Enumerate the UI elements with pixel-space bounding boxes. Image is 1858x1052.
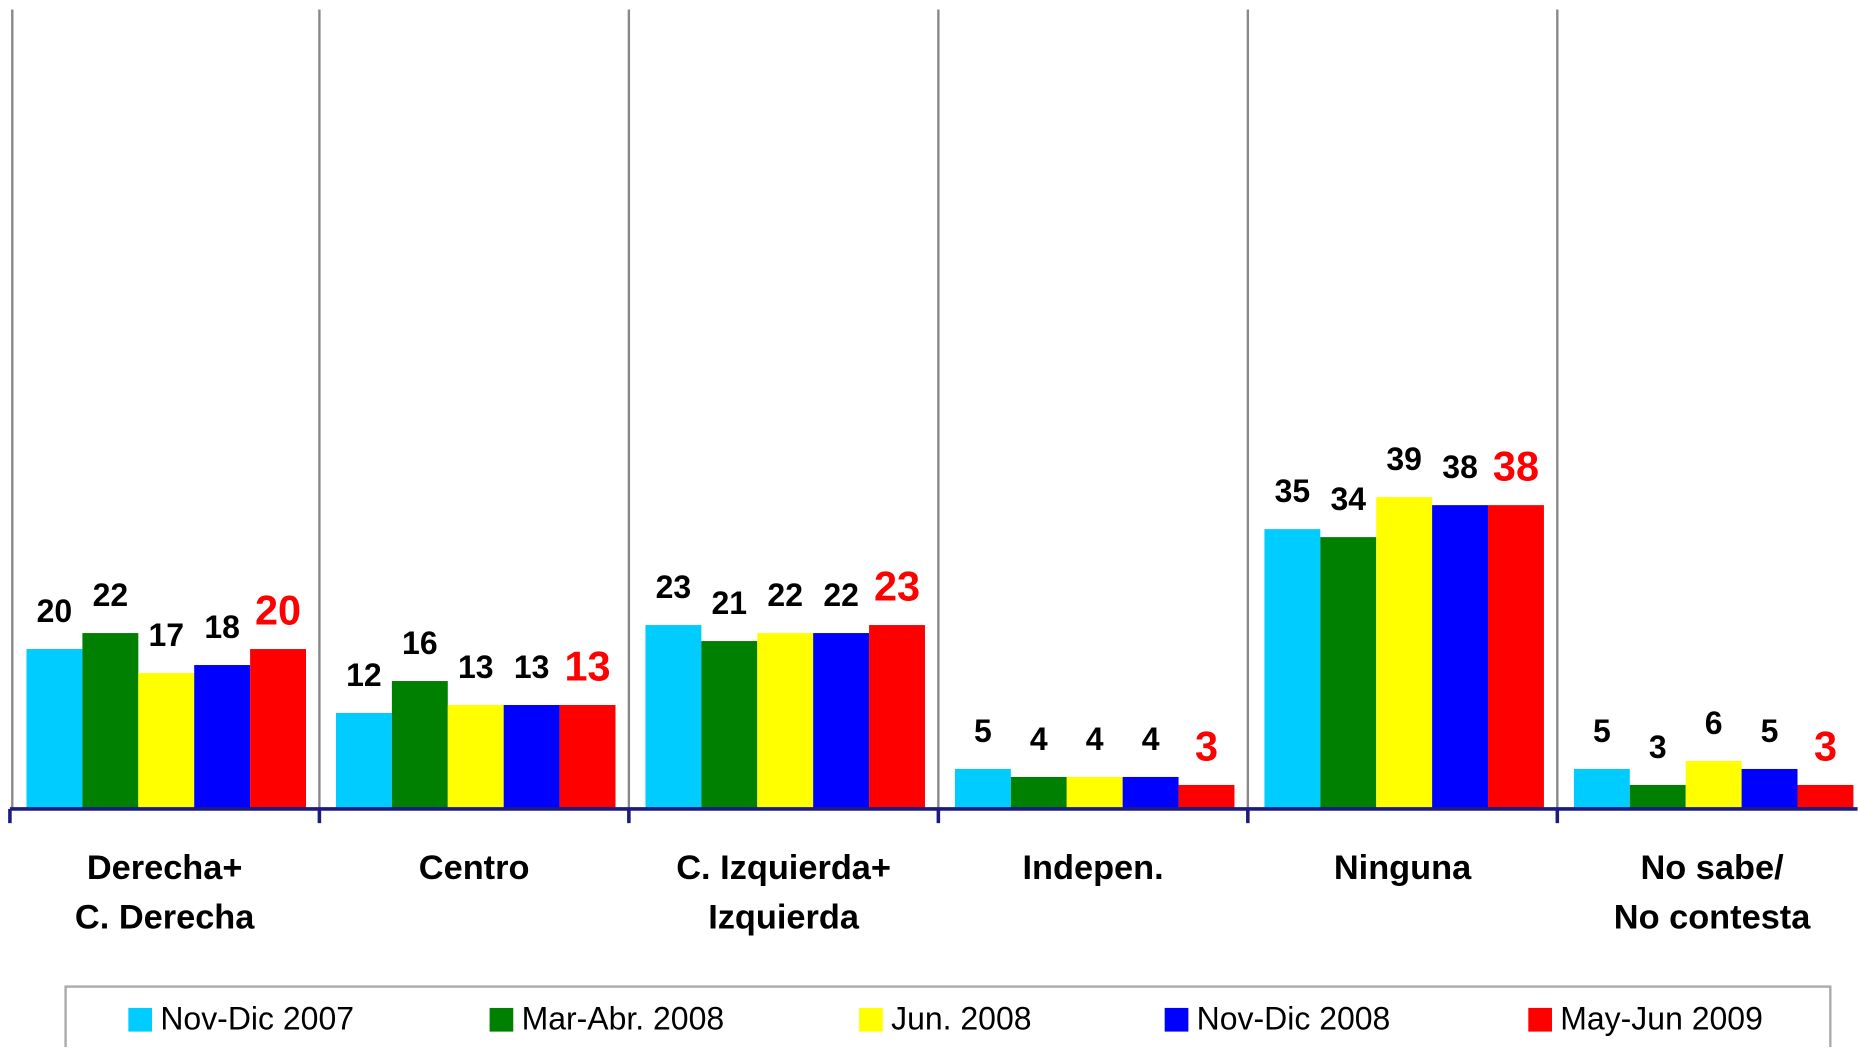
- bar: [1432, 505, 1489, 809]
- value-label: 12: [346, 657, 382, 693]
- value-label: 5: [1761, 713, 1779, 749]
- value-label: 4: [1086, 721, 1104, 757]
- bar: [1741, 768, 1798, 809]
- bar: [1629, 784, 1686, 809]
- bar: [503, 705, 560, 809]
- bar: [82, 633, 139, 809]
- x-tick-label: Derecha+ C. Derecha: [74, 849, 255, 937]
- x-tick-label-box: C. Izquierda+ Izquierda: [676, 849, 891, 937]
- value-label: 5: [1593, 713, 1611, 749]
- x-tick-label: C. Izquierda+ Izquierda: [676, 849, 891, 937]
- legend-label: May-Jun 2009: [1560, 1000, 1763, 1036]
- value-label: 38: [1493, 443, 1539, 490]
- bar: [701, 641, 758, 809]
- value-label: 22: [93, 577, 129, 613]
- bar: [869, 625, 925, 809]
- value-label: 13: [458, 649, 494, 685]
- bar: [1320, 537, 1377, 809]
- value-label: 20: [255, 586, 301, 633]
- value-label: 39: [1386, 441, 1422, 477]
- x-tick-label-box: Ninguna: [1333, 849, 1472, 888]
- value-label: 6: [1705, 705, 1723, 741]
- bar: [1573, 768, 1630, 809]
- value-label: 34: [1330, 481, 1366, 517]
- bar: [1010, 776, 1067, 809]
- bar: [813, 633, 870, 809]
- value-label: 21: [712, 585, 748, 621]
- bar: [447, 705, 504, 809]
- bar: [1122, 776, 1179, 809]
- value-label: 22: [823, 577, 859, 613]
- bar: [1797, 784, 1854, 809]
- value-label: 22: [767, 577, 803, 613]
- value-label: 13: [564, 642, 610, 689]
- value-label: 13: [514, 649, 550, 685]
- legend-swatch: [1164, 1007, 1189, 1032]
- x-tick-label-box: Centro: [418, 849, 530, 888]
- bar: [1488, 505, 1544, 809]
- legend-swatch: [489, 1007, 514, 1032]
- bar: [1066, 776, 1123, 809]
- bar: [757, 633, 814, 809]
- bar: [1685, 760, 1742, 809]
- value-label: 5: [974, 713, 992, 749]
- bar: [250, 649, 307, 809]
- bar: [645, 625, 702, 809]
- x-tick-label: Ninguna: [1333, 849, 1472, 888]
- bar: [138, 673, 195, 809]
- value-label: 38: [1442, 449, 1478, 485]
- x-tick-label: No sabe/ No contesta: [1613, 849, 1811, 937]
- bar: [954, 768, 1011, 809]
- value-label: 3: [1649, 729, 1667, 765]
- value-label: 18: [204, 609, 240, 645]
- value-label: 4: [1030, 721, 1048, 757]
- value-label: 17: [148, 617, 184, 653]
- legend-swatch: [1528, 1007, 1552, 1032]
- bar: [1264, 529, 1321, 809]
- legend-label: Nov-Dic 2007: [160, 1000, 354, 1036]
- bar: [1178, 784, 1235, 809]
- legend-label: Nov-Dic 2008: [1197, 1000, 1391, 1036]
- x-tick-label-box: Indepen.: [1022, 849, 1164, 888]
- value-label: 16: [402, 625, 438, 661]
- bar: [391, 681, 448, 809]
- bar: [26, 649, 83, 809]
- value-label: 35: [1275, 473, 1311, 509]
- bar: [559, 705, 616, 809]
- legend-swatch: [859, 1007, 883, 1032]
- x-tick-label-box: No sabe/ No contesta: [1613, 849, 1811, 937]
- value-label: 23: [874, 562, 920, 609]
- value-label: 20: [37, 593, 73, 629]
- value-label: 3: [1814, 722, 1837, 769]
- legend-label: Mar-Abr. 2008: [522, 1000, 725, 1036]
- legend-swatch: [128, 1007, 153, 1032]
- value-label: 23: [656, 569, 692, 605]
- legend-label: Jun. 2008: [891, 1000, 1031, 1036]
- bar: [194, 665, 251, 809]
- bar: [1376, 497, 1433, 809]
- x-tick-label-box: Derecha+ C. Derecha: [74, 849, 255, 937]
- x-tick-label: Centro: [418, 849, 530, 888]
- bar: [335, 713, 392, 809]
- value-label: 4: [1142, 721, 1160, 757]
- value-label: 3: [1195, 722, 1218, 769]
- x-tick-label: Indepen.: [1022, 849, 1164, 888]
